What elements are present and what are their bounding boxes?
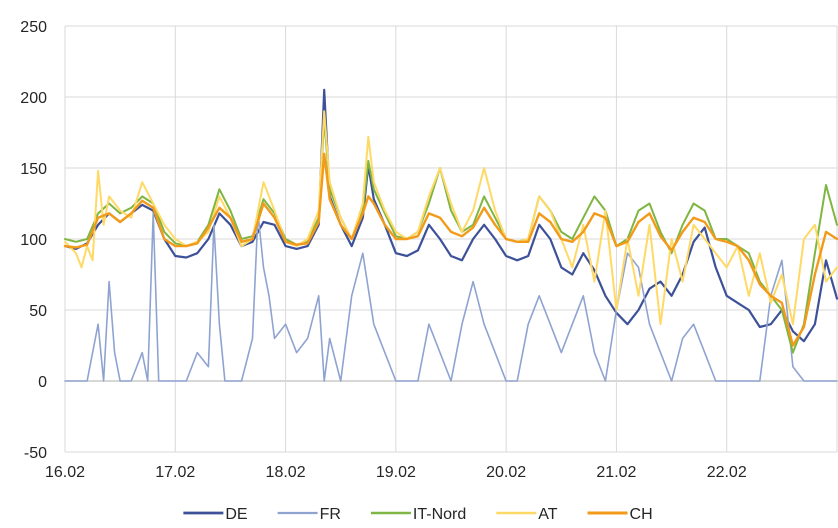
legend-label: DE	[225, 506, 247, 523]
legend-label: CH	[630, 506, 653, 523]
x-tick-label: 16.02	[45, 464, 85, 481]
x-tick-label: 19.02	[376, 464, 416, 481]
legend-label: FR	[320, 506, 341, 523]
legend-item-ch: CH	[587, 506, 653, 523]
y-tick-label: 100	[20, 232, 47, 249]
x-tick-label: 18.02	[266, 464, 306, 481]
legend-item-fr: FR	[277, 506, 341, 523]
y-tick-label: 50	[29, 303, 47, 320]
y-tick-label: 150	[20, 161, 47, 178]
series-line-ch	[63, 152, 838, 347]
legend-label: AT	[538, 506, 557, 523]
x-tick-label: 20.02	[486, 464, 526, 481]
series-lines	[63, 88, 838, 382]
legend-label: IT-Nord	[413, 506, 466, 523]
y-tick-label: 200	[20, 90, 47, 107]
series-line-it-nord	[64, 117, 838, 354]
legend-item-it-nord: IT-Nord	[370, 506, 466, 523]
x-tick-label: 17.02	[155, 464, 195, 481]
y-tick-label: -50	[24, 445, 47, 462]
x-tick-label: 21.02	[596, 464, 636, 481]
legend: DE FR IT-Nord AT CH	[183, 506, 653, 523]
series-line-at	[64, 110, 838, 326]
legend-item-de: DE	[183, 506, 248, 523]
y-tick-label: 0	[38, 374, 47, 391]
y-tick-label: 250	[20, 19, 47, 36]
series-line-de	[63, 88, 838, 343]
legend-item-at: AT	[496, 506, 558, 523]
x-axis-tick-labels: 16.02 17.02 18.02 19.02 20.02 21.02 22.02	[45, 464, 747, 481]
x-tick-label: 22.02	[707, 464, 747, 481]
y-axis-tick-labels: -50 0 50 100 150 200 250	[20, 19, 47, 462]
series-line-fr	[64, 212, 838, 382]
